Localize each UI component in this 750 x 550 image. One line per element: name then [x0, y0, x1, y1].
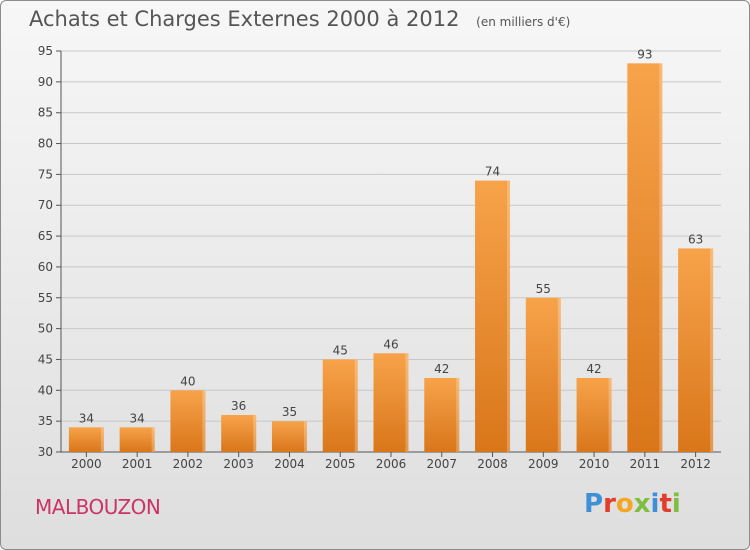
- y-tick-label: 35: [38, 414, 53, 428]
- y-tick-label: 65: [38, 229, 53, 243]
- x-tick-label: 2007: [426, 457, 457, 471]
- x-tick-label: 2003: [223, 457, 254, 471]
- bar-highlight: [354, 359, 358, 452]
- x-tick-label: 2004: [274, 457, 305, 471]
- y-tick-label: 45: [38, 352, 53, 366]
- x-tick-label: 2000: [71, 457, 102, 471]
- bar-value-label: 42: [586, 362, 601, 376]
- bar-value-label: 34: [130, 411, 145, 425]
- x-tick-label: 2005: [325, 457, 356, 471]
- labels: 30 35 40 45 50 55 60 65 70 75 80 85 90 95 34 2000 34 2001…: [38, 44, 711, 471]
- logo-letter: P: [584, 489, 604, 519]
- y-tick-label: 90: [38, 75, 53, 89]
- bar: [271, 421, 307, 452]
- bar-value-label: 36: [231, 399, 246, 413]
- bar: [424, 377, 460, 452]
- x-tick-label: 2008: [477, 457, 508, 471]
- bar: [525, 297, 561, 452]
- bar-highlight: [405, 353, 409, 452]
- bar-value-label: 34: [79, 411, 94, 425]
- y-tick-label: 60: [38, 260, 53, 274]
- logo-letter: t: [659, 489, 672, 519]
- bar: [221, 414, 257, 452]
- chart-subtitle: (en milliers d'€): [476, 15, 571, 29]
- bar-value-label: 55: [536, 282, 551, 296]
- bar-highlight: [202, 390, 206, 452]
- x-tick-label: 2009: [528, 457, 559, 471]
- bar-highlight: [557, 297, 561, 452]
- x-tick-label: 2001: [122, 457, 153, 471]
- y-tick-label: 70: [38, 198, 53, 212]
- bar: [373, 353, 409, 452]
- x-tick-label: 2006: [376, 457, 407, 471]
- bar-highlight: [100, 427, 104, 452]
- chart-title: Achats et Charges Externes 2000 à 2012 (…: [29, 7, 570, 31]
- bar-value-label: 40: [180, 374, 195, 388]
- bar-value-label: 74: [485, 165, 500, 179]
- bar-value-label: 63: [688, 232, 703, 246]
- logo-letter: r: [603, 489, 616, 519]
- bar-value-label: 35: [282, 405, 297, 419]
- bar: [576, 377, 612, 452]
- chart-title-text: Achats et Charges Externes 2000 à 2012: [29, 7, 460, 31]
- bar: [678, 248, 714, 452]
- bar-highlight: [253, 414, 257, 452]
- y-tick-label: 55: [38, 291, 53, 305]
- y-tick-label: 95: [38, 44, 53, 58]
- y-tick-label: 30: [38, 445, 53, 459]
- bar-highlight: [456, 377, 460, 452]
- bar: [322, 359, 358, 452]
- logo-letter: i: [650, 489, 660, 519]
- bars: [68, 63, 714, 453]
- proxiti-logo: Proxiti: [584, 489, 681, 519]
- bar-value-label: 45: [333, 343, 348, 357]
- bar-highlight: [710, 248, 714, 452]
- y-tick-label: 80: [38, 137, 53, 151]
- logo-letter: o: [615, 489, 634, 519]
- commune-name: MALBOUZON: [35, 495, 161, 519]
- y-tick-label: 50: [38, 322, 53, 336]
- x-tick-label: 2010: [579, 457, 610, 471]
- y-tick-label: 75: [38, 167, 53, 181]
- logo-letter: x: [633, 489, 651, 519]
- bar: [475, 180, 511, 453]
- x-tick-label: 2012: [680, 457, 711, 471]
- bar-value-label: 46: [383, 337, 398, 351]
- bar: [68, 427, 104, 452]
- bar-highlight: [151, 427, 155, 452]
- bar-highlight: [303, 421, 307, 452]
- bar-highlight: [659, 63, 663, 452]
- bar-highlight: [608, 377, 612, 452]
- bar-value-label: 93: [637, 47, 652, 61]
- x-tick-label: 2011: [630, 457, 661, 471]
- bar-value-label: 42: [434, 362, 449, 376]
- bar: [627, 63, 663, 452]
- logo-letter: i: [671, 489, 681, 519]
- bar-highlight: [507, 180, 511, 453]
- bar: [119, 427, 155, 452]
- y-tick-label: 85: [38, 106, 53, 120]
- y-tick-label: 40: [38, 383, 53, 397]
- x-tick-label: 2002: [173, 457, 204, 471]
- bar: [170, 390, 206, 452]
